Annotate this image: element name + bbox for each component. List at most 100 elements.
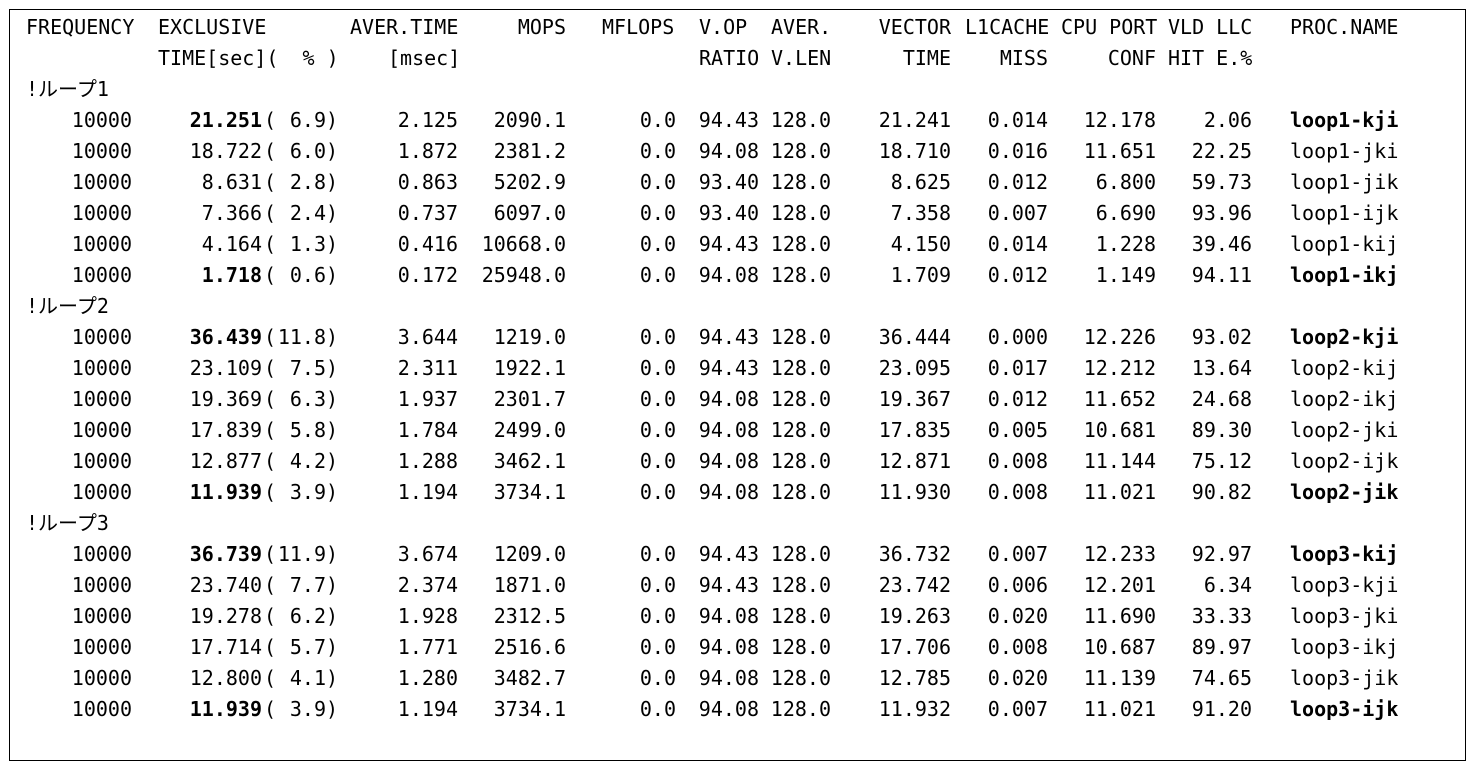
- vop-ratio-cell: 94.08: [698, 449, 759, 473]
- frequency-cell: 10000: [71, 170, 132, 194]
- proc-name-cell: loop2-jki: [1290, 418, 1399, 442]
- frequency-cell: 10000: [71, 573, 132, 597]
- mops-cell: 1219.0: [493, 325, 566, 349]
- paren-close: ): [326, 170, 339, 194]
- vector-time-cell: 36.444: [878, 325, 951, 349]
- paren-close: ): [326, 480, 339, 504]
- header-row-1: FREQUENCY EXCLUSIVE AVER.TIME MOPS MFLOPS V.O…: [0, 12, 1477, 43]
- percent-cell: 2.8: [289, 170, 326, 194]
- aver-time-cell: 1.928: [397, 604, 458, 628]
- vld-llc-hit-cell: 75.12: [1191, 449, 1252, 473]
- aver-vlen-cell: 128.0: [770, 201, 831, 225]
- proc-name-cell: loop1-jik: [1290, 170, 1399, 194]
- percent-cell: 1.3: [289, 232, 326, 256]
- paren-open: (: [264, 139, 277, 163]
- paren-open: (: [264, 170, 277, 194]
- exclusive-time-cell: 36.439: [189, 325, 262, 349]
- exclusive-time-cell: 4.164: [201, 232, 262, 256]
- vector-time-cell: 17.706: [878, 635, 951, 659]
- vld-llc-hit-cell: 91.20: [1191, 697, 1252, 721]
- vld-llc-hit-cell: 59.73: [1191, 170, 1252, 194]
- section-label: !ループ1: [26, 77, 109, 101]
- aver-vlen-cell: 128.0: [770, 697, 831, 721]
- aver-time-cell: 0.863: [397, 170, 458, 194]
- aver-vlen-cell: 128.0: [770, 232, 831, 256]
- mops-cell: 1922.1: [493, 356, 566, 380]
- vector-time-cell: 12.785: [878, 666, 951, 690]
- vector-time-cell: 18.710: [878, 139, 951, 163]
- vector-time-cell: 11.930: [878, 480, 951, 504]
- exclusive-time-cell: 19.369: [189, 387, 262, 411]
- paren-open: (: [264, 604, 277, 628]
- vop-ratio-cell: 94.08: [698, 666, 759, 690]
- cpu-port-conf-cell: 11.651: [1083, 139, 1156, 163]
- header-cell: VLD LLC: [1168, 15, 1253, 39]
- l1cache-miss-cell: 0.012: [987, 170, 1048, 194]
- header-cell: CPU PORT: [1061, 15, 1158, 39]
- proc-name-cell: loop2-kji: [1290, 325, 1399, 349]
- aver-time-cell: 2.374: [397, 573, 458, 597]
- aver-time-cell: 1.771: [397, 635, 458, 659]
- vop-ratio-cell: 94.43: [698, 325, 759, 349]
- percent-cell: 4.1: [289, 666, 326, 690]
- vector-time-cell: 17.835: [878, 418, 951, 442]
- percent-cell: 4.2: [289, 449, 326, 473]
- percent-cell: 11.8: [277, 325, 326, 349]
- paren-close: ): [326, 697, 339, 721]
- vector-time-cell: 19.367: [878, 387, 951, 411]
- frequency-cell: 10000: [71, 635, 132, 659]
- vop-ratio-cell: 93.40: [698, 201, 759, 225]
- header-cell: EXCLUSIVE: [158, 15, 267, 39]
- vector-time-cell: 4.150: [890, 232, 951, 256]
- vector-time-cell: 36.732: [878, 542, 951, 566]
- paren-close: ): [326, 666, 339, 690]
- header-cell: L1CACHE: [965, 15, 1050, 39]
- mops-cell: 6097.0: [493, 201, 566, 225]
- mops-cell: 3734.1: [493, 480, 566, 504]
- frequency-cell: 10000: [71, 418, 132, 442]
- paren-open: (: [264, 356, 277, 380]
- percent-cell: 7.5: [289, 356, 326, 380]
- mops-cell: 2312.5: [493, 604, 566, 628]
- proc-name-cell: loop1-jki: [1290, 139, 1399, 163]
- paren-open: (: [264, 666, 277, 690]
- vld-llc-hit-cell: 90.82: [1191, 480, 1252, 504]
- exclusive-time-cell: 11.939: [189, 697, 262, 721]
- section-label: !ループ2: [26, 294, 109, 318]
- cpu-port-conf-cell: 11.144: [1083, 449, 1156, 473]
- percent-cell: 11.9: [277, 542, 326, 566]
- proc-name-cell: loop3-jki: [1290, 604, 1399, 628]
- aver-vlen-cell: 128.0: [770, 263, 831, 287]
- paren-close: ): [326, 604, 339, 628]
- mops-cell: 3734.1: [493, 697, 566, 721]
- table-row: 10000 18.722(6.0) 1.872 2381.2 0.0 94.08 128.0…: [0, 136, 1477, 167]
- frequency-cell: 10000: [71, 604, 132, 628]
- frequency-cell: 10000: [71, 201, 132, 225]
- mflops-cell: 0.0: [639, 418, 676, 442]
- vop-ratio-cell: 94.43: [698, 356, 759, 380]
- frequency-cell: 10000: [71, 263, 132, 287]
- paren-close: ): [326, 139, 339, 163]
- proc-name-cell: loop3-ikj: [1290, 635, 1399, 659]
- paren-open: (: [264, 635, 277, 659]
- vop-ratio-cell: 94.08: [698, 635, 759, 659]
- cpu-port-conf-cell: 10.681: [1083, 418, 1156, 442]
- aver-vlen-cell: 128.0: [770, 666, 831, 690]
- aver-vlen-cell: 128.0: [770, 387, 831, 411]
- header-cell: MOPS: [517, 15, 566, 39]
- exclusive-time-cell: 11.939: [189, 480, 262, 504]
- aver-time-cell: 2.125: [397, 108, 458, 132]
- exclusive-time-cell: 21.251: [189, 108, 262, 132]
- header-cell: MFLOPS: [602, 15, 675, 39]
- percent-cell: 3.9: [289, 480, 326, 504]
- mops-cell: 5202.9: [493, 170, 566, 194]
- percent-cell: 6.0: [289, 139, 326, 163]
- vop-ratio-cell: 93.40: [698, 170, 759, 194]
- aver-time-cell: 0.416: [397, 232, 458, 256]
- aver-vlen-cell: 128.0: [770, 139, 831, 163]
- aver-vlen-cell: 128.0: [770, 604, 831, 628]
- vld-llc-hit-cell: 13.64: [1191, 356, 1252, 380]
- cpu-port-conf-cell: 12.226: [1083, 325, 1156, 349]
- exclusive-time-cell: 19.278: [189, 604, 262, 628]
- percent-cell: 3.9: [289, 697, 326, 721]
